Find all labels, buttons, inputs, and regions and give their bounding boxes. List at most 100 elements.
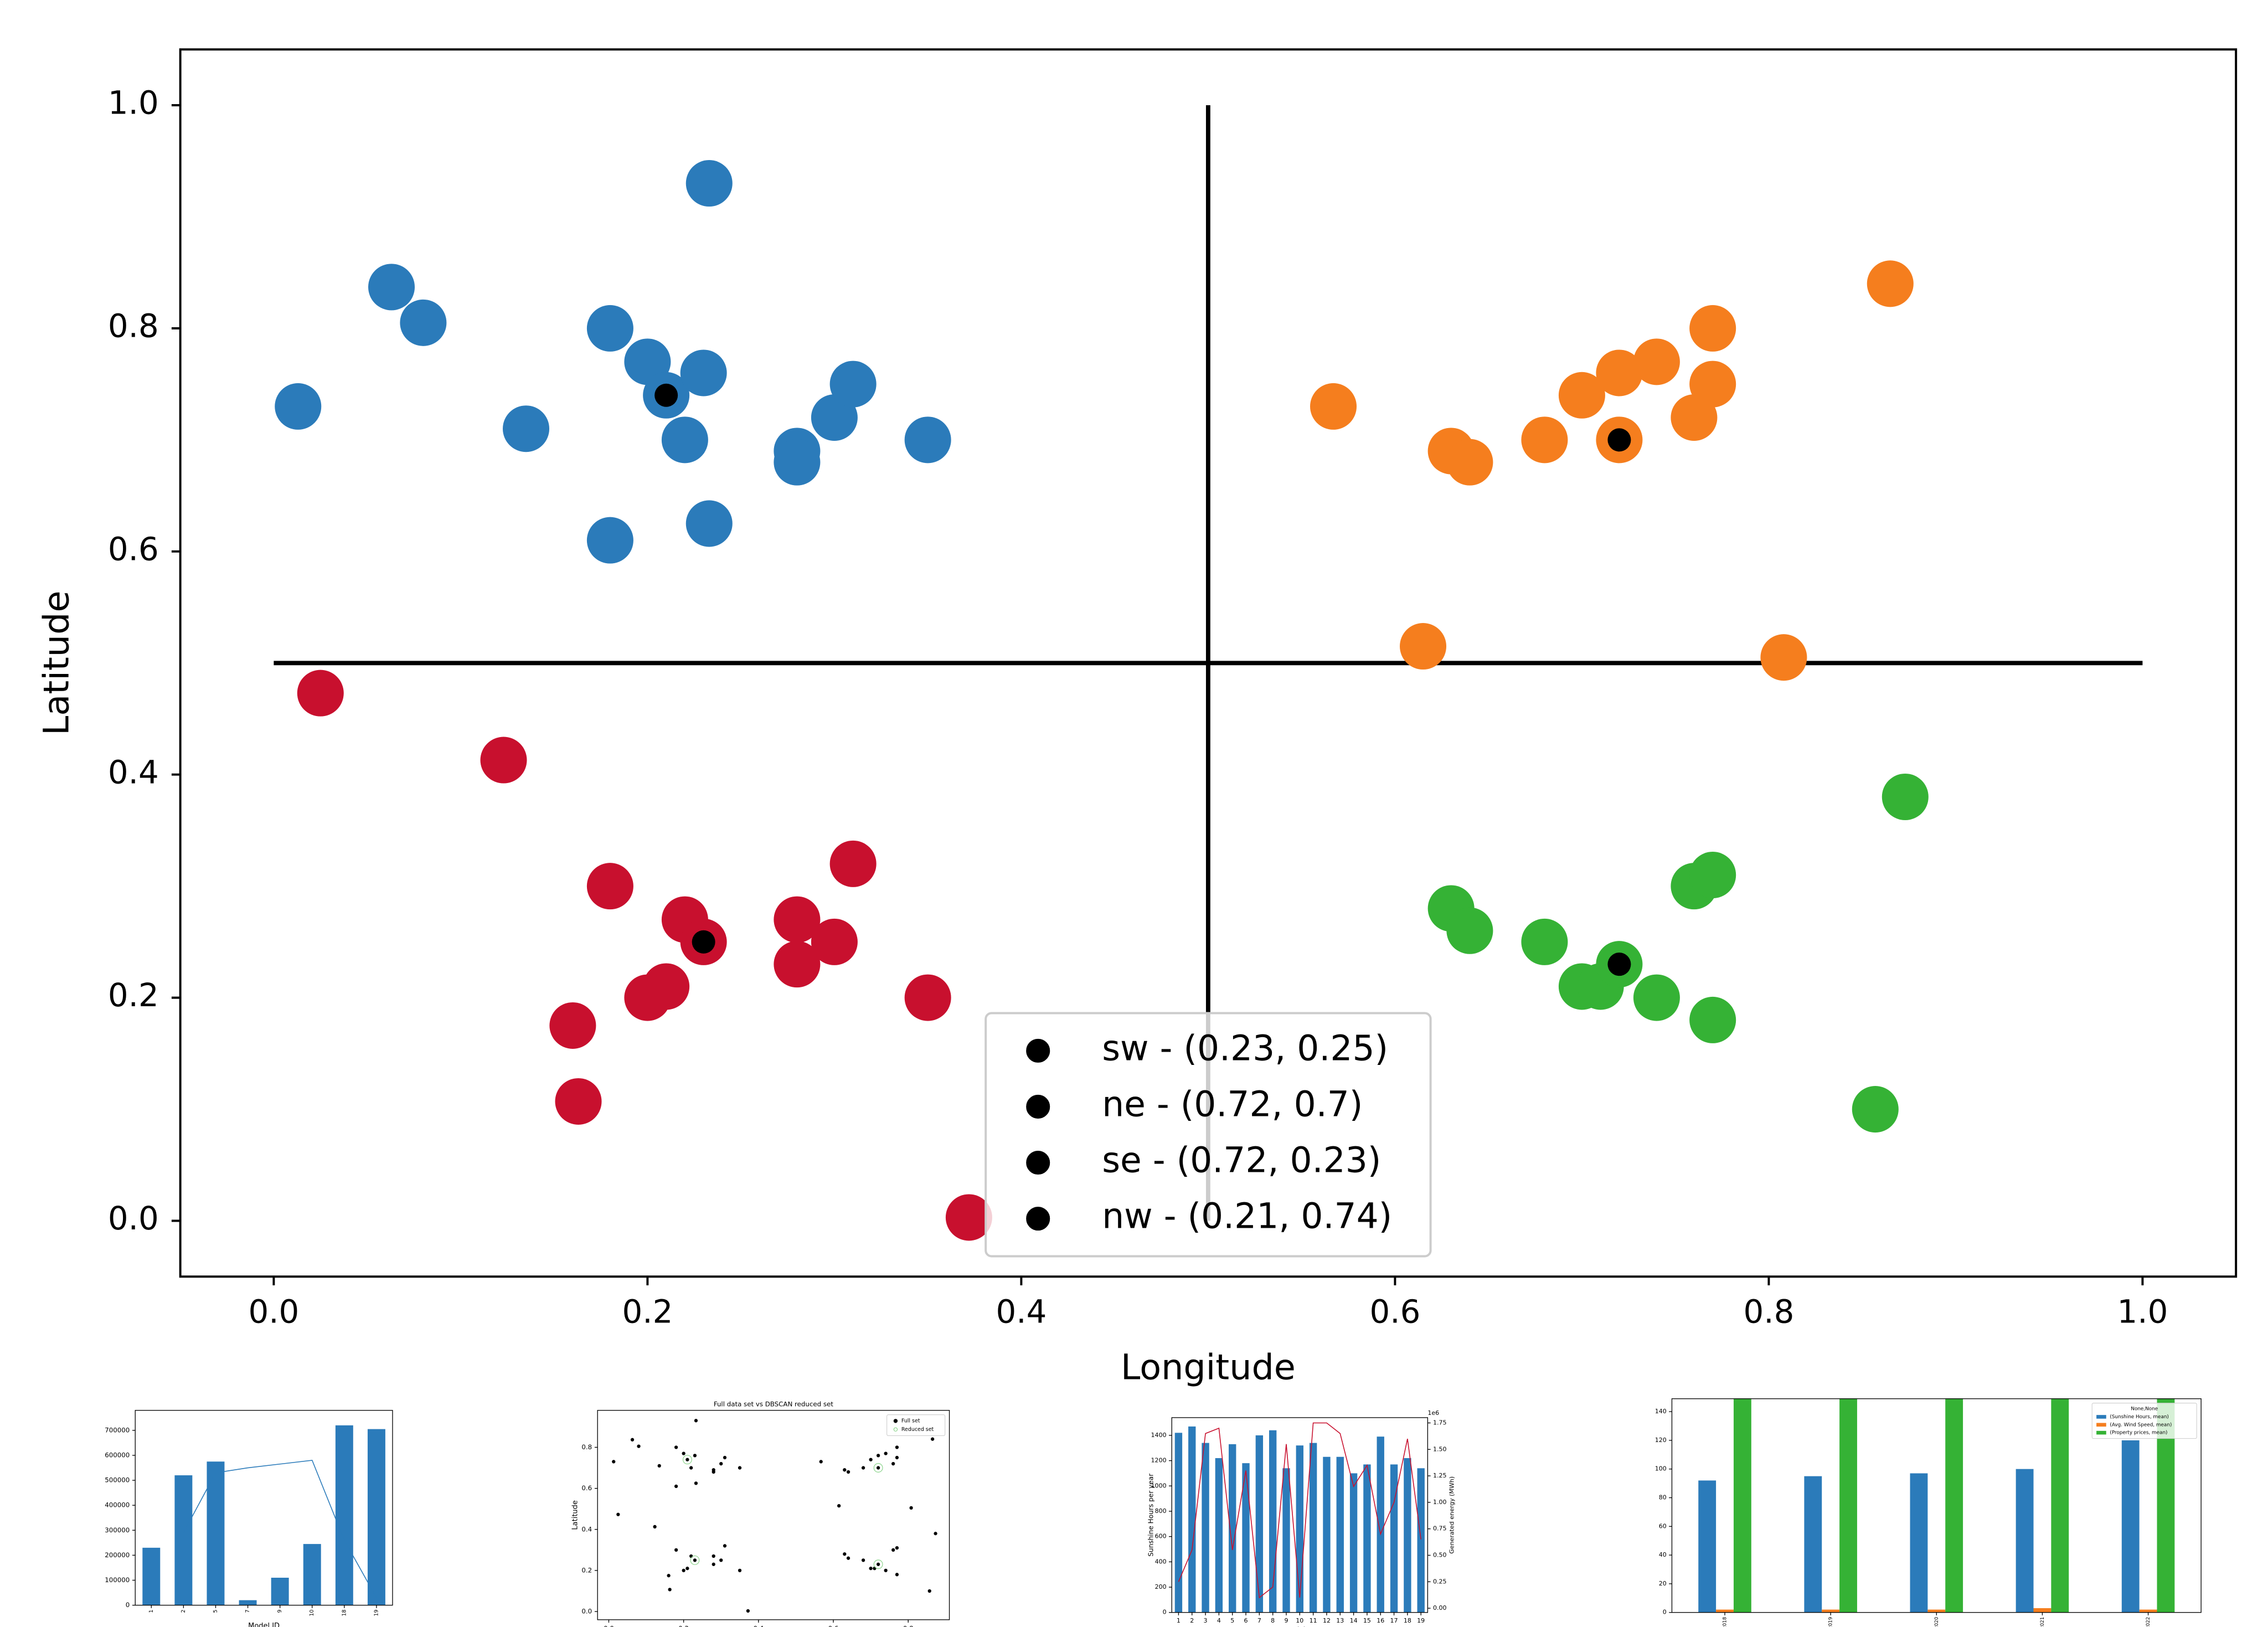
bar — [1349, 1473, 1358, 1613]
bar — [1309, 1443, 1317, 1613]
bar — [1282, 1468, 1290, 1613]
axes-frame — [135, 1410, 393, 1606]
point — [657, 1464, 661, 1468]
point — [945, 1194, 992, 1241]
point — [368, 264, 415, 311]
y-tick-label: 0.6 — [581, 1484, 592, 1492]
x-tick-label: 1.0 — [2117, 1293, 2168, 1331]
point — [738, 1568, 742, 1573]
x-tick-label: 18 — [341, 1609, 347, 1616]
y2-tick-label: 1.25 — [1433, 1472, 1447, 1479]
y-tick-label: 1400 — [1151, 1432, 1167, 1439]
y-axis-label: Latitude — [571, 1500, 579, 1530]
x-tick-label: 19 — [1417, 1617, 1425, 1624]
point — [723, 1455, 727, 1460]
bar — [1202, 1443, 1209, 1613]
x-tick-label: 17 — [1390, 1617, 1398, 1624]
point — [904, 974, 951, 1021]
bar — [207, 1461, 225, 1605]
bar — [1242, 1463, 1250, 1613]
bar — [1804, 1476, 1822, 1613]
y-tick-label: 60 — [1659, 1522, 1667, 1530]
point — [774, 439, 821, 486]
bar — [1174, 1433, 1183, 1613]
legend-marker — [893, 1419, 898, 1423]
x-tick-label: 4 — [1217, 1617, 1221, 1624]
x-tick-label: 1 — [148, 1609, 154, 1613]
point — [555, 1078, 602, 1125]
y-tick-label: 400000 — [105, 1501, 130, 1509]
axes-frame — [1671, 1398, 2202, 1613]
x-tick-label: 10 — [309, 1609, 315, 1616]
point — [668, 1588, 672, 1592]
bar — [1716, 1609, 1734, 1613]
point — [819, 1460, 823, 1464]
x-tick-label: 2 — [181, 1609, 187, 1613]
point — [1633, 338, 1680, 385]
point — [693, 1454, 697, 1458]
point — [630, 1438, 635, 1441]
x-tick-label: 1 — [1177, 1617, 1181, 1624]
bar — [1363, 1464, 1371, 1613]
point — [689, 1466, 693, 1470]
point — [1558, 372, 1605, 419]
point — [1310, 383, 1357, 430]
point — [873, 1567, 877, 1571]
x-tick-label: 0.6 — [828, 1624, 839, 1627]
legend-label: (Sunshine Hours, mean) — [2110, 1414, 2168, 1420]
y-tick-label: 500000 — [105, 1476, 130, 1484]
x-tick-label: 0.8 — [903, 1624, 914, 1627]
legend-box — [886, 1414, 946, 1437]
x-tick-label: 2019 — [1828, 1617, 1834, 1627]
point — [586, 305, 633, 352]
bar — [1927, 1609, 1946, 1613]
x-axis-label: Model ID — [1285, 1626, 1315, 1627]
legend-label: (Avg. Wind Speed, mean) — [2110, 1422, 2172, 1428]
point — [694, 1419, 698, 1423]
legend-marker — [1026, 1207, 1050, 1231]
point — [712, 1562, 715, 1566]
bar — [1822, 1609, 1840, 1613]
y-tick-label: 0 — [1163, 1609, 1167, 1616]
point — [861, 1466, 865, 1470]
bar — [1945, 1398, 1963, 1613]
x-tick-label: 14 — [1350, 1617, 1358, 1624]
point — [909, 1506, 913, 1510]
point — [1867, 260, 1914, 307]
y-tick-label: 1200 — [1151, 1457, 1167, 1464]
y-tick-label: 200000 — [105, 1551, 130, 1559]
point — [685, 1458, 689, 1461]
legend-label: nw - (0.21, 0.74) — [1102, 1196, 1392, 1237]
bar — [1255, 1435, 1264, 1613]
plot-area — [1174, 1422, 1425, 1613]
y-axis-label: Latitude — [36, 591, 77, 735]
legend-label: Full set — [901, 1418, 920, 1424]
point — [774, 941, 821, 988]
y2-tick-label: 1.50 — [1433, 1445, 1447, 1453]
point — [685, 160, 733, 207]
y-tick-label: 0.8 — [581, 1443, 592, 1451]
point — [884, 1568, 888, 1573]
x-tick-label: 11 — [1310, 1617, 1317, 1624]
bar — [2051, 1398, 2069, 1613]
bar — [174, 1475, 193, 1605]
point — [549, 1002, 596, 1049]
line — [1178, 1422, 1421, 1599]
point — [400, 299, 447, 346]
point — [746, 1609, 750, 1613]
x-tick-label: 0.6 — [1369, 1293, 1420, 1331]
bar — [1404, 1458, 1411, 1613]
x-tick-label: 19 — [373, 1609, 379, 1616]
x-tick-label: 8 — [1271, 1617, 1275, 1624]
y-tick-label: 0 — [126, 1601, 130, 1609]
point — [674, 1548, 678, 1552]
x-tick-label: 12 — [1323, 1617, 1331, 1624]
point — [586, 863, 633, 910]
legend-label: sw - (0.23, 0.25) — [1102, 1028, 1388, 1068]
bar — [2121, 1440, 2140, 1613]
y2-tick-label: 1.00 — [1433, 1499, 1447, 1506]
point — [719, 1462, 723, 1466]
point — [876, 1454, 880, 1458]
bar — [2139, 1609, 2157, 1613]
point — [685, 1567, 689, 1571]
